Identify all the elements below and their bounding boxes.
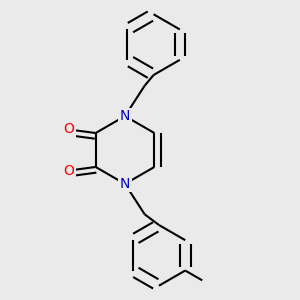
Text: O: O [63, 164, 74, 178]
Text: N: N [120, 177, 130, 191]
Text: O: O [63, 122, 74, 136]
Text: N: N [120, 109, 130, 123]
